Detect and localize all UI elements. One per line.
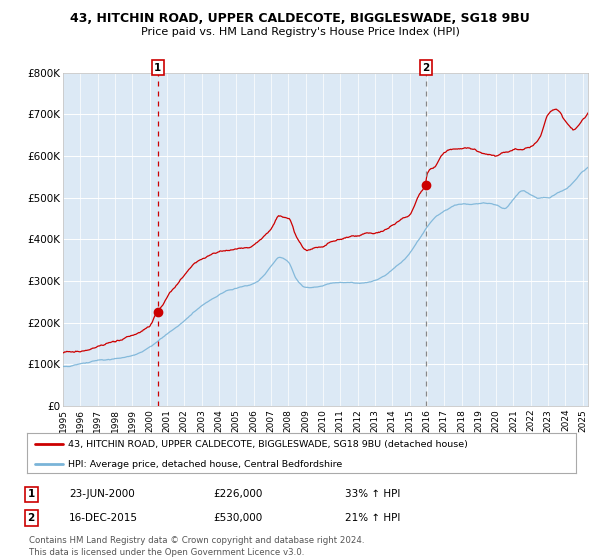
Text: 1: 1 [154,63,161,73]
Text: HPI: Average price, detached house, Central Bedfordshire: HPI: Average price, detached house, Cent… [68,460,343,469]
Text: 21% ↑ HPI: 21% ↑ HPI [345,513,400,523]
Text: 2: 2 [28,513,35,523]
Text: £226,000: £226,000 [213,489,262,500]
Text: £530,000: £530,000 [213,513,262,523]
Text: 33% ↑ HPI: 33% ↑ HPI [345,489,400,500]
Text: 1: 1 [28,489,35,500]
Text: 43, HITCHIN ROAD, UPPER CALDECOTE, BIGGLESWADE, SG18 9BU (detached house): 43, HITCHIN ROAD, UPPER CALDECOTE, BIGGL… [68,440,468,449]
Text: 23-JUN-2000: 23-JUN-2000 [69,489,135,500]
Text: Price paid vs. HM Land Registry's House Price Index (HPI): Price paid vs. HM Land Registry's House … [140,27,460,37]
Text: Contains HM Land Registry data © Crown copyright and database right 2024.
This d: Contains HM Land Registry data © Crown c… [29,536,364,557]
Text: 16-DEC-2015: 16-DEC-2015 [69,513,138,523]
Text: 43, HITCHIN ROAD, UPPER CALDECOTE, BIGGLESWADE, SG18 9BU: 43, HITCHIN ROAD, UPPER CALDECOTE, BIGGL… [70,12,530,25]
Text: 2: 2 [422,63,430,73]
